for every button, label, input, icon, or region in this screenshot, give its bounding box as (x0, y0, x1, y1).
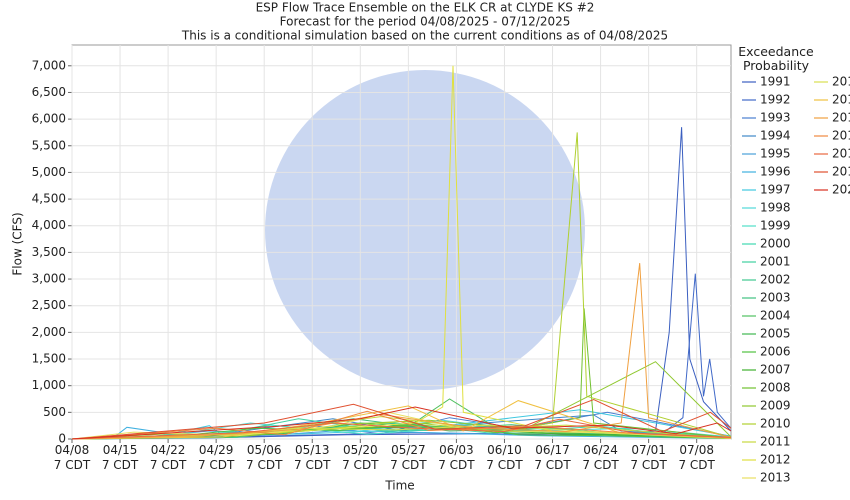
legend-label: 2000 (760, 237, 791, 251)
y-tick-label: 6,000 (32, 112, 66, 126)
y-tick-label: 4,000 (32, 218, 66, 232)
legend-label: 1992 (760, 93, 791, 107)
y-tick-label: 1,000 (32, 378, 66, 392)
y-tick-label: 6,500 (32, 85, 66, 99)
legend-label: 2008 (760, 381, 791, 395)
legend-label: 2009 (760, 399, 791, 413)
legend-label: 1995 (760, 147, 791, 161)
legend-label: 2017 (832, 129, 850, 143)
x-tick-label: 06/03 7 CDT (438, 443, 475, 472)
series-line (71, 406, 732, 440)
legend-label: 2014 (832, 75, 850, 89)
x-tick-label: 05/06 7 CDT (246, 443, 283, 472)
watermark (265, 70, 585, 390)
x-tick-label: 05/13 7 CDT (294, 443, 331, 472)
legend-label: 2012 (760, 453, 791, 467)
y-tick-label: 5,000 (32, 165, 66, 179)
legend-label: 2007 (760, 363, 791, 377)
y-tick-label: 2,500 (32, 298, 66, 312)
legend-label: 2018 (832, 147, 850, 161)
legend-label: 2010 (760, 417, 791, 431)
y-tick-label: 3,500 (32, 245, 66, 259)
legend-label: 2001 (760, 255, 791, 269)
series-line (71, 398, 732, 440)
legend-label: 2004 (760, 309, 791, 323)
x-axis-label: Time (384, 479, 414, 493)
x-tick-label: 06/10 7 CDT (486, 443, 523, 472)
x-tick-label: 04/22 7 CDT (149, 443, 187, 472)
y-tick-label: 1,500 (32, 352, 66, 366)
legend-label: 2002 (760, 273, 791, 287)
y-tick-label: 3,000 (32, 272, 66, 286)
y-tick-label: 500 (43, 405, 66, 419)
legend-label: 2015 (832, 93, 850, 107)
x-tick-label: 07/08 7 CDT (678, 443, 715, 472)
x-tick-label: 04/08 7 CDT (53, 443, 91, 472)
x-tick-label: 04/29 7 CDT (197, 443, 235, 472)
legend-label: 2006 (760, 345, 791, 359)
y-tick-label: 5,500 (32, 138, 66, 152)
chart-annotation: This is a conditional simulation based o… (181, 29, 668, 43)
y-tick-label: 7,000 (32, 58, 66, 72)
x-tick-label: 06/24 7 CDT (582, 443, 619, 472)
legend-label: 2003 (760, 291, 791, 305)
x-tick-label: 06/17 7 CDT (534, 443, 571, 472)
y-tick-label: 2,000 (32, 325, 66, 339)
y-tick-label: 4,500 (32, 192, 66, 206)
y-axis-label: Flow (CFS) (11, 212, 25, 275)
chart-title: ESP Flow Trace Ensemble on the ELK CR at… (256, 1, 595, 15)
legend-label: 1999 (760, 219, 791, 233)
series-line (71, 263, 732, 440)
legend-label: 2005 (760, 327, 791, 341)
chart-subtitle: Forecast for the period 04/08/2025 - 07/… (280, 15, 571, 29)
series-line (71, 418, 732, 440)
x-tick-label: 05/27 7 CDT (390, 443, 427, 472)
legend-label: 2011 (760, 435, 791, 449)
legend-label: 1996 (760, 165, 791, 179)
legend-label: 2013 (760, 471, 791, 485)
legend-label: 1993 (760, 111, 791, 125)
legend-label: 1991 (760, 75, 791, 89)
legend-label: 2019 (832, 165, 850, 179)
x-tick-label: 07/01 7 CDT (630, 443, 667, 472)
x-tick-label: 04/15 7 CDT (101, 443, 139, 472)
legend-title: Exceedance Probability (738, 44, 814, 73)
legend-label: 1994 (760, 129, 791, 143)
watermark-circle (265, 70, 585, 390)
legend-label: 1998 (760, 201, 791, 215)
legend-label: 1997 (760, 183, 791, 197)
y-tick-label: 0 (58, 432, 66, 446)
x-tick-label: 05/20 7 CDT (342, 443, 379, 472)
legend-label: 2016 (832, 111, 850, 125)
